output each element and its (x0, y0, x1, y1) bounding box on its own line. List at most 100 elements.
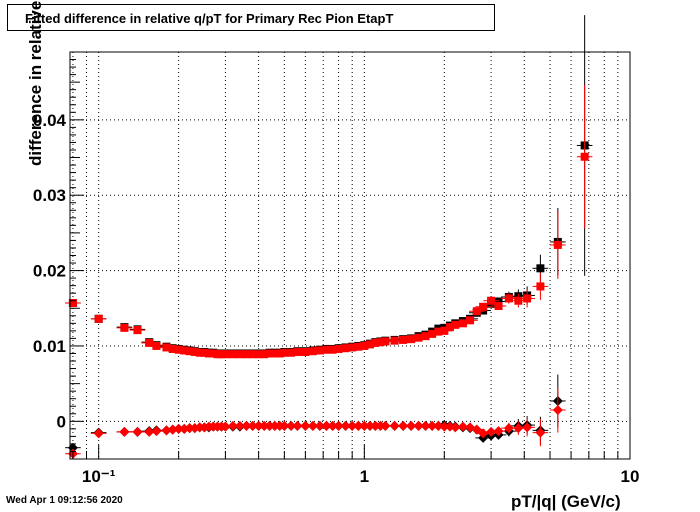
data-point (376, 338, 385, 347)
data-point (493, 426, 504, 437)
data-point (580, 152, 589, 161)
data-point (151, 426, 162, 437)
data-point (472, 307, 481, 316)
data-point (380, 420, 391, 431)
data-point (328, 345, 337, 354)
data-point (450, 422, 461, 433)
data-point (494, 297, 503, 306)
data-point (348, 343, 357, 352)
series-1 (65, 85, 593, 359)
data-point (200, 348, 209, 357)
data-point (513, 423, 524, 434)
data-point (478, 428, 489, 439)
data-point (486, 426, 497, 437)
data-point (390, 336, 399, 345)
x-tick-label: 1 (360, 467, 369, 486)
data-point (209, 349, 218, 358)
data-point (389, 420, 400, 431)
data-point (536, 282, 545, 291)
data-point (445, 323, 454, 332)
data-point (504, 294, 513, 303)
data-point (487, 296, 496, 305)
data-point (434, 327, 443, 336)
data-point (428, 329, 437, 338)
data-point (535, 427, 546, 438)
data-point (451, 320, 460, 329)
data-point (275, 349, 284, 358)
data-point (220, 421, 231, 432)
y-tick-label: 0.03 (33, 186, 66, 205)
data-point (407, 335, 416, 344)
data-point (523, 294, 532, 303)
data-point (371, 338, 380, 347)
data-point (180, 346, 189, 355)
data-point (190, 347, 199, 356)
data-point (145, 338, 154, 347)
y-tick-label: 0.02 (33, 262, 66, 281)
chart-title: Fitted difference in relative q/pT for P… (25, 11, 394, 26)
y-tick-label: 0.01 (33, 337, 66, 356)
plot-frame (69, 51, 631, 460)
data-points-layer (65, 15, 593, 459)
data-point (536, 264, 545, 273)
y-tick-label: 0 (57, 412, 66, 431)
data-point (522, 422, 533, 433)
data-point (341, 344, 350, 353)
data-point (440, 326, 449, 335)
data-point (174, 345, 183, 354)
data-point (144, 426, 155, 437)
data-point (315, 346, 324, 355)
data-point (301, 347, 310, 356)
x-tick-label: 10 (621, 467, 640, 486)
data-point (458, 319, 467, 328)
series-2 (65, 374, 566, 453)
data-point (503, 423, 514, 434)
data-point (334, 344, 343, 353)
data-point (414, 333, 423, 342)
data-point (133, 326, 142, 335)
axes-layer: 0 0.01 0.02 0.03 0.04 10⁻¹ 1 10 (33, 51, 640, 486)
data-point (167, 424, 178, 435)
data-point (93, 428, 104, 439)
data-point (466, 316, 475, 325)
data-point (185, 347, 194, 356)
data-point (119, 426, 130, 437)
x-axis-title: pT/|q| (GeV/c) (511, 492, 621, 511)
data-point (399, 335, 408, 344)
series-3 (65, 387, 566, 459)
timestamp-label: Wed Apr 1 09:12:56 2020 (6, 495, 123, 506)
y-tick-label: 0.04 (33, 111, 67, 130)
data-point (514, 296, 523, 305)
data-point (421, 332, 430, 341)
data-point (120, 323, 129, 332)
data-point (308, 347, 317, 356)
data-point (553, 240, 562, 249)
series-0 (65, 15, 593, 358)
data-point (292, 420, 303, 431)
data-point (94, 314, 103, 323)
data-point (162, 343, 171, 352)
data-point (471, 424, 482, 435)
data-point (365, 340, 374, 349)
data-point (457, 421, 468, 432)
data-point (68, 298, 77, 307)
data-point (260, 350, 269, 359)
data-point (168, 344, 177, 353)
data-point (152, 341, 161, 350)
y-axis-title: difference in relative q/pT (26, 0, 45, 166)
data-point (381, 337, 390, 346)
data-point (479, 302, 488, 311)
data-point (552, 405, 563, 416)
data-point (494, 301, 503, 310)
data-point (354, 342, 363, 351)
data-point (161, 425, 172, 436)
data-point (293, 347, 302, 356)
x-tick-label: 10⁻¹ (82, 467, 116, 486)
chart-title-box: Fitted difference in relative q/pT for P… (7, 4, 495, 31)
data-point (433, 420, 444, 431)
data-point (287, 348, 296, 357)
data-point (360, 341, 369, 350)
grid-layer (70, 52, 630, 459)
data-point (398, 420, 409, 431)
